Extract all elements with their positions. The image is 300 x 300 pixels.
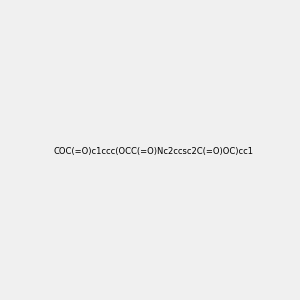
Text: COC(=O)c1ccc(OCC(=O)Nc2ccsc2C(=O)OC)cc1: COC(=O)c1ccc(OCC(=O)Nc2ccsc2C(=O)OC)cc1	[54, 147, 254, 156]
